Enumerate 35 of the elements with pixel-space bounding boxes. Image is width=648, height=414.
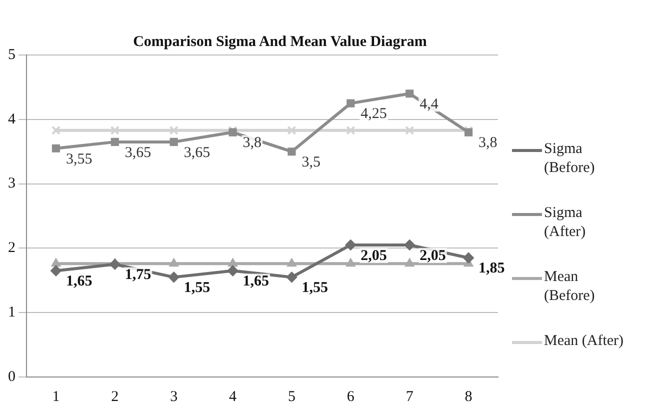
x-tick-label: 6: [346, 388, 355, 405]
y-tick-label: 3: [8, 176, 16, 192]
data-label: 4,25: [360, 106, 387, 122]
legend-label: Sigma (Before): [544, 140, 596, 178]
data-label: 3,65: [184, 144, 210, 161]
x-tick-label: 5: [288, 388, 296, 405]
data-label: 3,55: [66, 151, 92, 168]
data-label: 1,55: [184, 280, 210, 296]
data-label: 1,65: [66, 274, 92, 290]
chart-title: Comparison Sigma And Mean Value Diagram: [132, 34, 428, 51]
data-label: 3,65: [124, 144, 152, 161]
data-label: 4,4: [420, 96, 439, 113]
x-tick-label: 1: [52, 388, 60, 405]
y-tick-label: 4: [8, 111, 16, 128]
data-label: 3,5: [302, 154, 320, 171]
legend-label: Mean (Before): [544, 268, 596, 306]
legend-label: Sigma (After): [544, 204, 587, 242]
x-tick-label: 3: [170, 388, 178, 405]
data-label: 2,05: [360, 248, 387, 264]
x-tick-label: 4: [229, 388, 238, 405]
y-tick-label: 2: [8, 240, 16, 256]
x-tick-label: 7: [406, 388, 414, 405]
data-label: 1,65: [242, 274, 270, 290]
data-label: 2,05: [420, 248, 446, 264]
legend-label: Mean (After): [544, 332, 624, 351]
x-tick-label: 2: [111, 388, 119, 405]
data-label: 1,75: [124, 267, 152, 284]
data-label: 3,8: [478, 135, 498, 152]
y-tick-label: 5: [8, 46, 16, 63]
data-label: 3,8: [242, 135, 262, 152]
data-label: 1,55: [302, 280, 328, 296]
y-tick-label: 1: [8, 304, 16, 321]
x-tick-label: 8: [464, 388, 472, 405]
data-label: 1,85: [478, 260, 505, 277]
y-tick-label: 0: [8, 368, 16, 385]
